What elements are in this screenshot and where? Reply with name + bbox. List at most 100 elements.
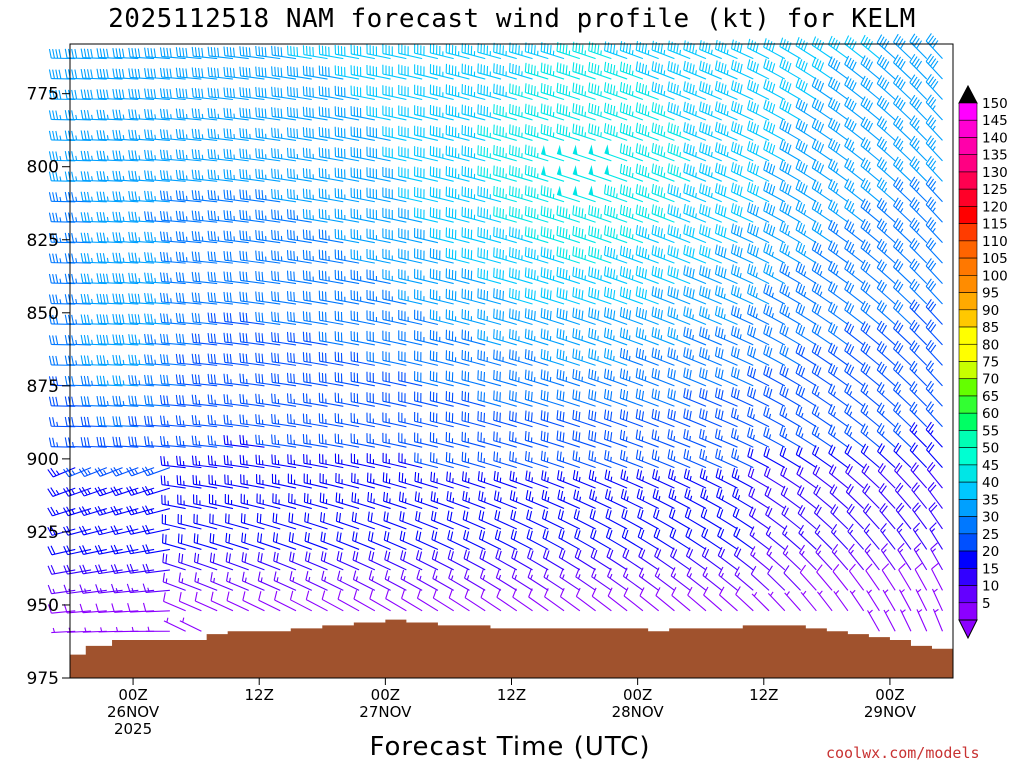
barb-full	[94, 506, 101, 516]
wind-barb	[382, 207, 407, 223]
barb-full	[499, 85, 501, 95]
barb-full	[524, 267, 527, 277]
barb-staff	[525, 357, 549, 366]
barb-staff	[145, 240, 170, 244]
barb-full	[512, 350, 514, 360]
barb-full	[112, 252, 115, 262]
barb-full	[177, 533, 180, 543]
wind-barb	[461, 206, 486, 223]
wind-barb	[336, 531, 360, 550]
barb-full	[166, 313, 169, 324]
wind-barb	[318, 229, 344, 244]
wind-barb	[524, 185, 549, 203]
wind-barb	[144, 129, 170, 141]
barb-staff	[177, 444, 202, 448]
barb-full	[71, 171, 74, 181]
barb-staff	[336, 540, 360, 550]
barb-half	[452, 497, 455, 503]
barb-half	[106, 196, 109, 202]
wind-barb	[461, 451, 486, 469]
barb-full	[258, 271, 261, 281]
wind-barb	[239, 209, 265, 223]
barb-full	[99, 355, 103, 365]
barb-full	[464, 569, 468, 579]
wind-barb	[286, 127, 312, 141]
barb-staff	[177, 117, 202, 121]
wind-barb	[112, 395, 139, 407]
barb-full	[128, 47, 131, 58]
barb-staff	[193, 157, 218, 162]
barb-full	[115, 252, 119, 263]
barb-half	[154, 216, 157, 222]
barb-half	[154, 134, 157, 140]
barb-full	[115, 293, 119, 303]
barb-half	[75, 298, 78, 304]
barb-full	[226, 149, 229, 159]
barb-half	[106, 360, 109, 365]
barb-full	[245, 251, 248, 261]
barb-full	[159, 108, 163, 119]
wind-barb	[145, 626, 170, 632]
barb-staff	[67, 508, 92, 517]
barb-full	[508, 410, 511, 420]
barb-staff	[193, 464, 218, 469]
barb-staff	[477, 256, 502, 264]
barb-full	[559, 431, 562, 441]
wind-barb	[398, 371, 423, 387]
barb-full	[508, 349, 511, 359]
barb-staff	[495, 557, 518, 571]
wind-barb	[337, 590, 360, 612]
barb-full	[66, 467, 73, 476]
barb-full	[562, 125, 565, 136]
barb-staff	[319, 360, 344, 366]
barb-full	[207, 251, 210, 261]
wind-barb	[224, 493, 249, 510]
barb-full	[239, 454, 242, 465]
barb-full	[255, 168, 258, 179]
barb-staff	[335, 135, 360, 141]
barb-full	[209, 533, 212, 543]
wind-barb	[286, 188, 312, 203]
wind-barb	[382, 64, 407, 80]
barb-full	[83, 212, 87, 222]
wind-barb	[223, 414, 249, 428]
barb-full	[147, 47, 150, 58]
barb-full	[502, 249, 504, 260]
barb-half	[59, 299, 62, 304]
barb-full	[274, 271, 276, 281]
wind-barb	[477, 411, 502, 428]
barb-full	[286, 86, 289, 96]
wind-barb	[401, 589, 423, 612]
barb-full	[58, 90, 62, 100]
barb-half	[371, 576, 374, 581]
barb-full	[144, 68, 147, 78]
barb-full	[290, 230, 292, 240]
barb-full	[255, 86, 258, 97]
barb-full	[543, 451, 546, 462]
barb-staff	[448, 577, 470, 591]
barb-staff	[493, 399, 517, 407]
wind-barb	[414, 491, 439, 510]
barb-staff	[382, 216, 407, 223]
barb-full	[198, 129, 201, 139]
barb-staff	[477, 72, 502, 80]
barb-full	[223, 250, 226, 261]
barb-full	[112, 436, 115, 446]
barb-full	[55, 192, 59, 202]
barb-full	[257, 571, 261, 581]
barb-staff	[67, 384, 92, 387]
barb-staff	[67, 528, 92, 536]
barb-full	[112, 354, 115, 365]
barb-staff	[145, 301, 170, 305]
barb-half	[201, 195, 204, 201]
barb-full	[543, 411, 546, 421]
wind-barb	[350, 433, 375, 448]
wind-barb	[144, 231, 170, 244]
barb-full	[527, 390, 530, 401]
barb-staff	[177, 219, 202, 223]
barb-staff	[305, 579, 328, 591]
barb-staff	[177, 96, 202, 101]
barb-full	[147, 354, 150, 364]
wind-barb	[398, 64, 423, 80]
wind-barb	[350, 106, 375, 121]
